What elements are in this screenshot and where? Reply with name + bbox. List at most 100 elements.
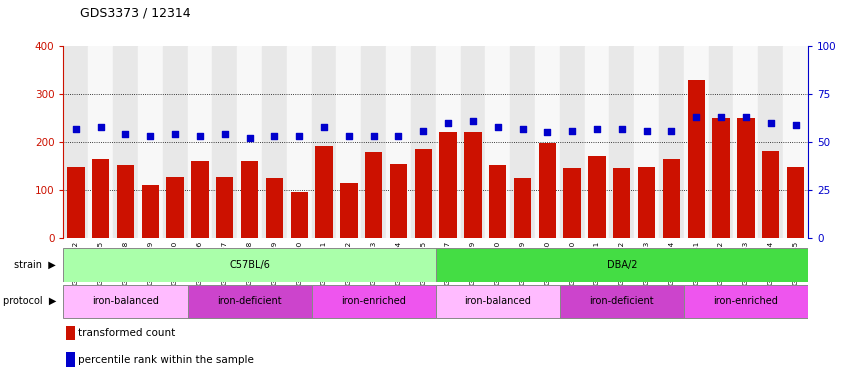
Bar — [188, 46, 212, 238]
Point — [739, 114, 753, 120]
Point — [367, 133, 381, 139]
Bar — [390, 164, 407, 238]
Point — [267, 133, 281, 139]
Point — [516, 126, 530, 132]
Point — [689, 114, 703, 120]
Bar — [290, 192, 308, 238]
Bar — [585, 46, 609, 238]
Bar — [361, 46, 386, 238]
Point — [764, 120, 777, 126]
Point — [442, 120, 455, 126]
Bar — [613, 169, 630, 238]
Bar — [65, 326, 74, 340]
Bar — [386, 46, 411, 238]
Bar — [266, 178, 283, 238]
Bar — [191, 161, 209, 238]
Point — [416, 127, 430, 134]
Point — [714, 114, 728, 120]
Point — [640, 127, 653, 134]
Bar — [733, 46, 758, 238]
Bar — [684, 46, 709, 238]
Bar — [762, 151, 779, 238]
Bar — [167, 177, 184, 238]
Point — [615, 126, 629, 132]
Bar — [737, 118, 755, 238]
Point — [193, 133, 206, 139]
Text: GDS3373 / 12314: GDS3373 / 12314 — [80, 6, 191, 19]
Bar — [464, 131, 481, 238]
Bar — [311, 46, 337, 238]
Bar — [117, 165, 135, 238]
Bar — [783, 46, 808, 238]
Bar — [365, 152, 382, 238]
Text: iron-deficient: iron-deficient — [590, 296, 654, 306]
Text: protocol  ▶: protocol ▶ — [3, 296, 56, 306]
Bar — [659, 46, 684, 238]
Point — [243, 135, 256, 141]
Text: DBA/2: DBA/2 — [607, 260, 637, 270]
Bar — [684, 285, 808, 318]
Point — [788, 122, 802, 128]
Bar — [311, 285, 436, 318]
Point — [541, 129, 554, 136]
Bar — [188, 285, 311, 318]
Text: iron-balanced: iron-balanced — [464, 296, 531, 306]
Bar — [411, 46, 436, 238]
Bar — [141, 185, 159, 238]
Bar — [560, 46, 585, 238]
Bar — [539, 143, 556, 238]
Point — [466, 118, 480, 124]
Point — [69, 126, 83, 132]
Point — [491, 124, 504, 130]
Bar — [63, 248, 436, 281]
Bar — [262, 46, 287, 238]
Bar — [241, 161, 258, 238]
Bar — [758, 46, 783, 238]
Bar — [514, 178, 531, 238]
Point — [665, 127, 678, 134]
Text: percentile rank within the sample: percentile rank within the sample — [78, 355, 254, 365]
Bar — [162, 46, 188, 238]
Text: iron-enriched: iron-enriched — [341, 296, 406, 306]
Bar — [415, 149, 432, 238]
Bar — [712, 118, 730, 238]
Bar — [510, 46, 535, 238]
Bar — [436, 248, 808, 281]
Bar — [212, 46, 237, 238]
Point — [118, 131, 132, 137]
Bar — [489, 165, 507, 238]
Bar — [439, 132, 457, 238]
Bar — [688, 79, 705, 238]
Bar — [63, 46, 88, 238]
Text: iron-deficient: iron-deficient — [217, 296, 282, 306]
Bar — [436, 46, 460, 238]
Bar — [340, 183, 358, 238]
Bar — [237, 46, 262, 238]
Bar — [436, 285, 560, 318]
Bar — [337, 46, 361, 238]
Bar — [662, 159, 680, 238]
Point — [293, 133, 306, 139]
Text: transformed count: transformed count — [78, 328, 175, 338]
Bar — [287, 46, 311, 238]
Bar — [88, 46, 113, 238]
Point — [218, 131, 232, 137]
Text: C57BL/6: C57BL/6 — [229, 260, 270, 270]
Text: strain  ▶: strain ▶ — [14, 260, 56, 270]
Bar — [563, 169, 581, 238]
Bar — [634, 46, 659, 238]
Point — [342, 133, 355, 139]
Point — [591, 126, 604, 132]
Bar — [588, 156, 606, 238]
Bar — [560, 285, 684, 318]
Text: iron-balanced: iron-balanced — [92, 296, 159, 306]
Bar — [216, 177, 233, 238]
Bar — [460, 46, 486, 238]
Bar — [113, 46, 138, 238]
Point — [144, 133, 157, 139]
Bar — [638, 167, 656, 238]
Bar — [787, 167, 805, 238]
Point — [168, 131, 182, 137]
Bar — [92, 159, 109, 238]
Point — [94, 124, 107, 130]
